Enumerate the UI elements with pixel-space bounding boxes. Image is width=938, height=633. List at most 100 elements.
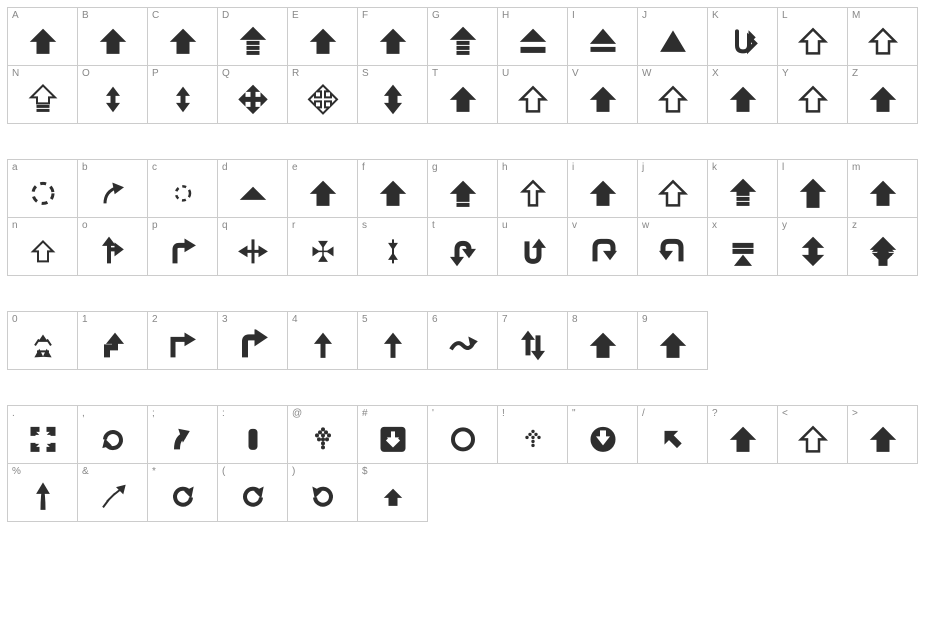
glyph-cell: G bbox=[427, 7, 498, 66]
glyph-cell: u bbox=[497, 217, 568, 276]
arrow-up-wide-icon bbox=[301, 19, 345, 63]
arrow-up-down-small-icon bbox=[91, 77, 135, 121]
glyph-label: * bbox=[152, 466, 156, 477]
glyph-label: I bbox=[572, 10, 575, 21]
glyph-label: n bbox=[12, 220, 18, 231]
glyph-cell: c bbox=[147, 159, 218, 218]
u-turn-down-open-icon bbox=[511, 229, 555, 273]
glyph-cell: " bbox=[567, 405, 638, 464]
glyph-cell: J bbox=[637, 7, 708, 66]
glyph-row: nopqrstuvwxyz bbox=[8, 218, 930, 276]
glyph-label: ! bbox=[502, 408, 505, 419]
glyph-cell: S bbox=[357, 65, 428, 124]
refresh-ccw-icon bbox=[91, 417, 135, 461]
glyph-label: 4 bbox=[292, 314, 298, 325]
glyph-cell: R bbox=[287, 65, 358, 124]
arrow-up-dotted-small-icon bbox=[511, 417, 555, 461]
glyph-cell: q bbox=[217, 217, 288, 276]
glyph-label: E bbox=[292, 10, 299, 21]
glyph-cell: a bbox=[7, 159, 78, 218]
b-turn-icon bbox=[581, 229, 625, 273]
glyph-cell: $ bbox=[357, 463, 428, 522]
arrow-up-outline-icon bbox=[651, 171, 695, 215]
glyph-cell: O bbox=[77, 65, 148, 124]
arrow-up-outline-icon bbox=[511, 77, 555, 121]
u-turn-down-icon bbox=[721, 19, 765, 63]
arrow-up-wide-icon bbox=[441, 77, 485, 121]
glyph-cell: x bbox=[707, 217, 778, 276]
glyph-cell: ) bbox=[287, 463, 358, 522]
arrow-up-wide-icon bbox=[91, 19, 135, 63]
corner-right-icon bbox=[161, 229, 205, 273]
arrow-up-outline-icon bbox=[791, 19, 835, 63]
caret-up-icon bbox=[231, 171, 275, 215]
glyph-cell: < bbox=[777, 405, 848, 464]
glyph-row: NOPQRSTUVWXYZ bbox=[8, 66, 930, 124]
glyph-label: D bbox=[222, 10, 229, 21]
rotate-ccw-icon bbox=[161, 475, 205, 519]
glyph-label: 9 bbox=[642, 314, 648, 325]
glyph-cell: w bbox=[637, 217, 708, 276]
glyph-label: a bbox=[12, 162, 18, 173]
glyph-cell: 4 bbox=[287, 311, 358, 370]
glyph-label: u bbox=[502, 220, 508, 231]
circle-dashed-small-icon bbox=[161, 171, 205, 215]
glyph-label: q bbox=[222, 220, 228, 231]
glyph-cell: > bbox=[847, 405, 918, 464]
glyph-cell: . bbox=[7, 405, 78, 464]
glyph-cell: & bbox=[77, 463, 148, 522]
glyph-cell: s bbox=[357, 217, 428, 276]
glyph-label: g bbox=[432, 162, 438, 173]
glyph-cell: n bbox=[7, 217, 78, 276]
glyph-label: c bbox=[152, 162, 157, 173]
arrow-up-outline-icon bbox=[791, 77, 835, 121]
glyph-cell: f bbox=[357, 159, 428, 218]
arrow-up-wide-icon bbox=[371, 171, 415, 215]
glyph-label: e bbox=[292, 162, 298, 173]
glyph-cell: M bbox=[847, 7, 918, 66]
glyph-label: / bbox=[642, 408, 645, 419]
glyph-cell: B bbox=[77, 7, 148, 66]
arrow-up-thin-icon bbox=[371, 323, 415, 367]
glyph-label: w bbox=[642, 220, 649, 231]
glyph-label: V bbox=[572, 68, 579, 79]
arrow-up-stack-lines-icon bbox=[231, 19, 275, 63]
circle-ring-icon bbox=[441, 417, 485, 461]
move-4way-icon bbox=[231, 77, 275, 121]
glyph-cell: i bbox=[567, 159, 638, 218]
glyph-cell: 5 bbox=[357, 311, 428, 370]
glyph-label: z bbox=[852, 220, 857, 231]
move-4way-outline-icon bbox=[301, 77, 345, 121]
bookmark-bar-icon bbox=[231, 417, 275, 461]
glyph-cell: p bbox=[147, 217, 218, 276]
glyph-label: A bbox=[12, 10, 19, 21]
arrow-up-outline-lines-icon bbox=[21, 77, 65, 121]
glyph-cell: 1 bbox=[77, 311, 148, 370]
glyph-cell: Y bbox=[777, 65, 848, 124]
glyph-label: H bbox=[502, 10, 509, 21]
arrow-up-diag-cut-icon bbox=[651, 323, 695, 367]
glyph-section: ABCDEFGHIJKLMNOPQRSTUVWXYZ bbox=[8, 8, 930, 124]
glyph-label: 8 bbox=[572, 314, 578, 325]
glyph-cell: ! bbox=[497, 405, 568, 464]
glyph-cell: 2 bbox=[147, 311, 218, 370]
glyph-label: y bbox=[782, 220, 787, 231]
glyph-cell: 6 bbox=[427, 311, 498, 370]
arrow-up-wide-icon bbox=[861, 77, 905, 121]
font-glyph-chart: ABCDEFGHIJKLMNOPQRSTUVWXYZabcdefghijklmn… bbox=[8, 8, 930, 522]
glyph-cell: l bbox=[777, 159, 848, 218]
glyph-label: l bbox=[782, 162, 784, 173]
glyph-label: h bbox=[502, 162, 508, 173]
glyph-row: ABCDEFGHIJKLM bbox=[8, 8, 930, 66]
glyph-cell: j bbox=[637, 159, 708, 218]
glyph-cell: t bbox=[427, 217, 498, 276]
glyph-cell: Z bbox=[847, 65, 918, 124]
arrow-up-wide-icon bbox=[581, 171, 625, 215]
glyph-section: .,;:@#'!"/?<>%&*()$ bbox=[8, 406, 930, 522]
glyph-label: > bbox=[852, 408, 858, 419]
arrow-up-down-bold-icon bbox=[371, 77, 415, 121]
zig-up-icon bbox=[91, 323, 135, 367]
arrow-up-short-line-icon bbox=[441, 171, 485, 215]
glyph-label: K bbox=[712, 10, 719, 21]
stack-bars-icon bbox=[721, 229, 765, 273]
